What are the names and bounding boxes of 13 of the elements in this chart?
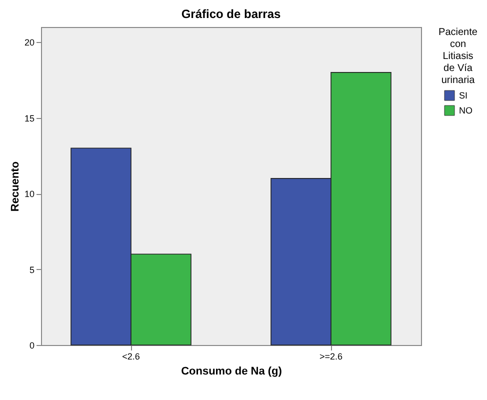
- x-tick-label: >=2.6: [319, 352, 343, 362]
- y-tick-label: 15: [24, 113, 34, 124]
- legend-title: Paciente con Litiasis de Vía urinaria: [438, 27, 478, 86]
- y-tick-label: 0: [29, 340, 34, 350]
- y-axis-title: Recuento: [9, 161, 22, 212]
- y-tick-label: 20: [24, 38, 34, 48]
- legend-label: SI: [459, 90, 468, 100]
- chart-title: Gráfico de barras: [181, 7, 282, 21]
- legend-label: NO: [459, 106, 472, 116]
- y-tick-label: 10: [24, 189, 34, 200]
- y-tick-label: 5: [29, 264, 34, 275]
- x-axis-title: Consumo de Na (g): [181, 366, 282, 378]
- x-tick-label: <2.6: [122, 352, 140, 362]
